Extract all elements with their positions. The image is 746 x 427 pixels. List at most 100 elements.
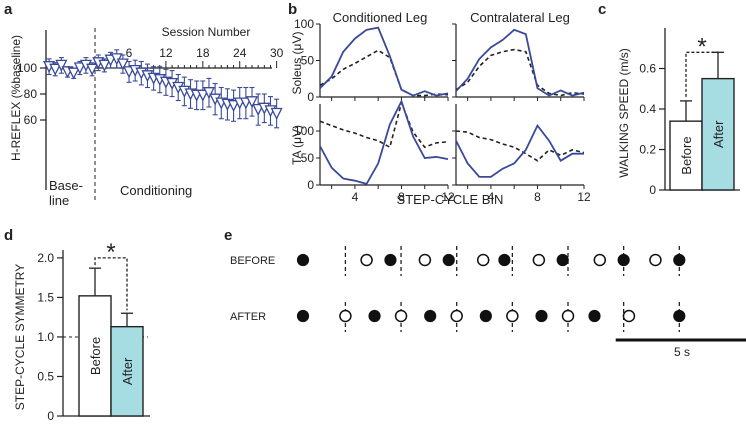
e-open-event [360, 253, 373, 267]
c-significance-bracket [685, 51, 719, 97]
c-bar-before [669, 120, 703, 191]
e-scale-bar-label: 5 s [674, 345, 690, 359]
a-series-marks [43, 49, 283, 129]
a-y-tick-label: 100 [17, 61, 37, 75]
b-ta-contralateral-before-line [455, 130, 585, 162]
b-soleus-contralateral-after-line [455, 28, 585, 97]
e-open-event [339, 309, 352, 323]
panel-d: d STEP-CYCLE SYMMETRY 0 0.5 1.0 1.5 2.0 Befo… [4, 227, 150, 423]
e-open-event [476, 253, 490, 267]
a-data-point [116, 58, 129, 71]
a-data-point [67, 67, 80, 80]
b-soleus-y-label: Soleus (μV) [290, 32, 304, 95]
e-filled-event [479, 309, 492, 323]
panel-label-b: b [288, 1, 297, 18]
a-data-point [245, 96, 259, 109]
a-data-point [202, 87, 216, 100]
e-open-event [532, 253, 546, 267]
d-y-label: STEP-CYCLE SYMMETRY [13, 264, 27, 410]
c-bar-label: After [711, 120, 726, 148]
b-y-tick-label: 50 [301, 151, 315, 165]
e-open-event [506, 309, 519, 323]
a-data-point [196, 89, 209, 102]
a-baseline-label-2: line [49, 193, 69, 208]
a-top-tick-label: 18 [196, 46, 210, 60]
a-top-tick-label: 12 [159, 46, 173, 60]
e-open-event [561, 309, 575, 323]
e-filled-event [368, 309, 381, 323]
a-y-tick-label: 80 [24, 87, 38, 101]
a-top-tick-label: 24 [233, 46, 247, 60]
a-data-point [73, 62, 86, 75]
b-subplots: 0 50 100 0 50 100 4 8 12 4 8 12 [294, 17, 591, 204]
a-data-point [49, 63, 62, 76]
panel-label-c: c [598, 1, 606, 18]
a-top-axis-label: Session Number [162, 25, 251, 39]
d-significance-star: * [106, 239, 115, 266]
e-open-event [418, 253, 432, 267]
e-filled-event [535, 309, 548, 323]
b-y-tick-label: 0 [307, 178, 314, 192]
e-open-event [649, 253, 662, 267]
b-y-tick-label: 50 [301, 54, 315, 68]
a-data-point [86, 63, 99, 76]
c-y-tick-label: 0.4 [639, 102, 656, 116]
b-x-tick-label: 12 [577, 190, 591, 204]
d-y-tick-label: 0 [47, 409, 54, 423]
e-row-label-before: BEFORE [230, 255, 275, 267]
b-y-tick-label: 0 [307, 90, 314, 104]
e-filled-event [296, 309, 310, 323]
d-y-tick-label: 2.0 [37, 251, 54, 265]
d-y-tick-label: 1.0 [37, 330, 54, 344]
e-open-event [593, 253, 607, 267]
b-ta-conditioned-before-line [319, 100, 449, 149]
e-filled-event [673, 309, 686, 323]
c-y-label: WALKING SPEED (m/s) [617, 48, 631, 178]
a-top-tick-label: 30 [270, 46, 284, 60]
b-col-title-conditioned: Conditioned Leg [333, 10, 428, 25]
b-x-tick-label: 4 [488, 190, 495, 204]
a-top-ticks: 6 12 18 24 30 [97, 46, 284, 68]
b-x-tick-label: 12 [441, 190, 455, 204]
panel-label-e: e [224, 227, 232, 244]
a-y-ticks: 60 80 100 [17, 61, 46, 127]
e-open-event [622, 309, 636, 323]
b-ta-contralateral-after-line [455, 123, 584, 178]
e-filled-event [617, 253, 630, 267]
panel-e: e BEFORE AFTER 5 s [224, 227, 746, 359]
panel-label-a: a [4, 1, 13, 18]
c-significance-star: * [697, 33, 706, 60]
b-x-label: STEP-CYCLE BIN [397, 192, 504, 207]
c-y-tick-label: 0.6 [639, 62, 656, 76]
c-y-tick-label: 0 [649, 183, 656, 197]
d-bar-label: After [120, 357, 135, 385]
panel-label-d: d [4, 227, 13, 244]
a-data-point [227, 100, 240, 113]
c-y-tick-label: 0.2 [639, 143, 656, 157]
e-filled-event [588, 309, 601, 323]
d-bar-after [110, 325, 144, 417]
a-data-point [55, 59, 68, 72]
d-bars: Before After * [63, 239, 148, 417]
c-bar-label: Before [679, 136, 694, 174]
b-ta-y-label: TA (μV) [290, 125, 304, 165]
e-open-event [450, 309, 463, 323]
a-top-tick-label: 6 [126, 46, 133, 60]
panel-a: a 60 80 100 H-REFLEX (%baseline) 6 12 18 24 30… [4, 1, 284, 208]
d-bar-before [78, 295, 112, 417]
c-bars: Before After * [669, 33, 735, 191]
e-filled-event [673, 253, 686, 267]
e-filled-event [424, 309, 437, 323]
b-col-title-contralateral: Contralateral Leg [470, 10, 570, 25]
a-baseline-label-1: Base- [49, 178, 83, 193]
c-bar-after [701, 77, 735, 191]
d-bar-label: Before [88, 337, 103, 375]
a-y-tick-label: 60 [24, 113, 38, 127]
b-y-tick-label: 100 [294, 17, 314, 31]
b-x-tick-label: 8 [534, 190, 541, 204]
b-x-tick-label: 4 [352, 190, 359, 204]
a-data-point [270, 107, 283, 120]
b-x-tick-label: 8 [398, 190, 405, 204]
e-filled-event [442, 253, 455, 267]
